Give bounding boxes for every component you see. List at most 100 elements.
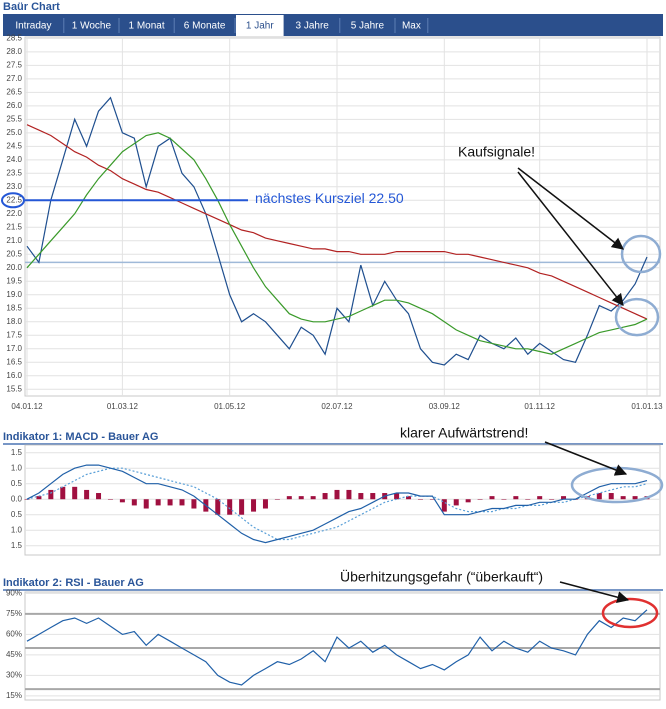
histogram-bar bbox=[429, 499, 435, 500]
y-tick-label: 25.5 bbox=[6, 114, 22, 123]
histogram-bar bbox=[501, 499, 507, 500]
x-tick-label: 01.11.12 bbox=[524, 402, 555, 411]
tab[interactable] bbox=[236, 15, 284, 36]
y-tick-label: 30% bbox=[6, 671, 22, 680]
tab[interactable] bbox=[340, 15, 394, 36]
annotation: Überhitzungsgefahr (“überkauft“) bbox=[340, 568, 543, 585]
signal-circle bbox=[620, 234, 662, 274]
y-tick-label: 24.5 bbox=[6, 141, 22, 150]
histogram-bar bbox=[417, 499, 423, 500]
signal-circle bbox=[614, 297, 660, 337]
histogram-bar bbox=[84, 489, 90, 500]
histogram-bar bbox=[96, 493, 102, 500]
y-tick-label: 15.5 bbox=[6, 384, 22, 393]
tab-label[interactable]: 3 Jahre bbox=[296, 21, 330, 32]
histogram-bar bbox=[358, 493, 364, 500]
y-tick-label: 75% bbox=[6, 609, 22, 618]
histogram-bar bbox=[143, 499, 149, 509]
y-tick-label: 1.0 bbox=[11, 525, 23, 534]
y-tick-label: 0.5 bbox=[11, 510, 23, 519]
y-tick-label: 60% bbox=[6, 629, 22, 638]
y-tick-label: 16.0 bbox=[6, 371, 22, 380]
histogram-bar bbox=[251, 499, 257, 512]
histogram-bar bbox=[107, 499, 113, 500]
histogram-bar bbox=[215, 499, 221, 515]
series-line bbox=[26, 609, 648, 686]
histogram-bar bbox=[262, 499, 268, 509]
histogram-bar bbox=[346, 489, 352, 500]
x-tick-label: 01.05.12 bbox=[214, 402, 246, 411]
x-tick-label: 02.07.12 bbox=[321, 402, 353, 411]
y-tick-label: 0.5 bbox=[11, 479, 23, 488]
overbought-circle bbox=[601, 597, 659, 629]
series-line bbox=[26, 96, 648, 366]
y-tick-label: 1.5 bbox=[11, 448, 23, 457]
histogram-bar bbox=[24, 499, 30, 500]
histogram-bar bbox=[632, 496, 638, 500]
histogram-bar bbox=[36, 496, 42, 500]
annotation: Kaufsignale! bbox=[458, 144, 535, 160]
tab[interactable] bbox=[285, 15, 339, 36]
tab[interactable] bbox=[396, 15, 427, 36]
histogram-bar bbox=[48, 489, 54, 500]
tab[interactable] bbox=[120, 15, 174, 36]
y-tick-label: 28.5 bbox=[6, 33, 22, 42]
arrow bbox=[544, 441, 628, 476]
tab[interactable] bbox=[175, 15, 234, 36]
chart-title: Baür Chart bbox=[3, 1, 60, 13]
tab[interactable] bbox=[4, 15, 63, 36]
histogram-bar bbox=[549, 499, 555, 500]
histogram-bar bbox=[310, 496, 316, 500]
y-tick-label: 26.5 bbox=[6, 87, 22, 96]
y-tick-label: 45% bbox=[6, 650, 22, 659]
histogram-bar bbox=[477, 499, 483, 500]
y-tick-label: 21.0 bbox=[6, 236, 22, 245]
y-tick-label: 19.5 bbox=[6, 276, 22, 285]
y-tick-label: 21.5 bbox=[6, 222, 22, 231]
histogram-bar bbox=[155, 499, 161, 506]
histogram-bar bbox=[513, 496, 519, 500]
tab-label[interactable]: Intraday bbox=[15, 21, 51, 32]
tab-label[interactable]: 1 Jahr bbox=[246, 21, 274, 32]
y-tick-label: 19.0 bbox=[6, 290, 22, 299]
histogram-bar bbox=[441, 499, 447, 512]
x-tick-label: 03.09.12 bbox=[429, 402, 461, 411]
tab-label[interactable]: 6 Monate bbox=[184, 21, 226, 32]
y-tick-label: 18.0 bbox=[6, 317, 22, 326]
y-tick-label: 20.0 bbox=[6, 263, 22, 272]
series-line bbox=[26, 467, 648, 541]
histogram-bar bbox=[119, 499, 125, 503]
histogram-bar bbox=[72, 486, 78, 500]
y-tick-label: 17.5 bbox=[6, 330, 22, 339]
x-tick-label: 01.03.12 bbox=[107, 402, 139, 411]
tab-label[interactable]: 1 Woche bbox=[72, 21, 112, 32]
series-line bbox=[26, 132, 648, 355]
tab-label[interactable]: Max bbox=[402, 21, 421, 32]
histogram-bar bbox=[179, 499, 185, 506]
arrow bbox=[559, 581, 630, 604]
histogram-bar bbox=[620, 496, 626, 500]
histogram-bar bbox=[322, 493, 328, 500]
histogram-bar bbox=[334, 489, 340, 500]
y-tick-label: 15% bbox=[6, 691, 22, 700]
annotation: klarer Aufwärtstrend! bbox=[400, 425, 528, 441]
y-tick-label: 27.5 bbox=[6, 60, 22, 69]
arrow bbox=[517, 167, 624, 250]
histogram-bar bbox=[227, 499, 233, 515]
histogram-bar bbox=[453, 499, 459, 506]
y-tick-label: 1.5 bbox=[11, 541, 23, 550]
arrow bbox=[517, 171, 624, 307]
tab-label[interactable]: 5 Jahre bbox=[351, 21, 385, 32]
y-tick-label: 28.0 bbox=[6, 47, 22, 56]
tab[interactable] bbox=[64, 15, 118, 36]
histogram-bar bbox=[537, 496, 543, 500]
histogram-bar bbox=[131, 499, 137, 506]
y-tick-label: 23.5 bbox=[6, 168, 22, 177]
target-marker bbox=[1, 192, 25, 209]
histogram-bar bbox=[370, 493, 376, 500]
annotation: nächstes Kursziel 22.50 bbox=[255, 190, 404, 206]
tab-label[interactable]: 1 Monat bbox=[129, 21, 165, 32]
histogram-bar bbox=[167, 499, 173, 506]
